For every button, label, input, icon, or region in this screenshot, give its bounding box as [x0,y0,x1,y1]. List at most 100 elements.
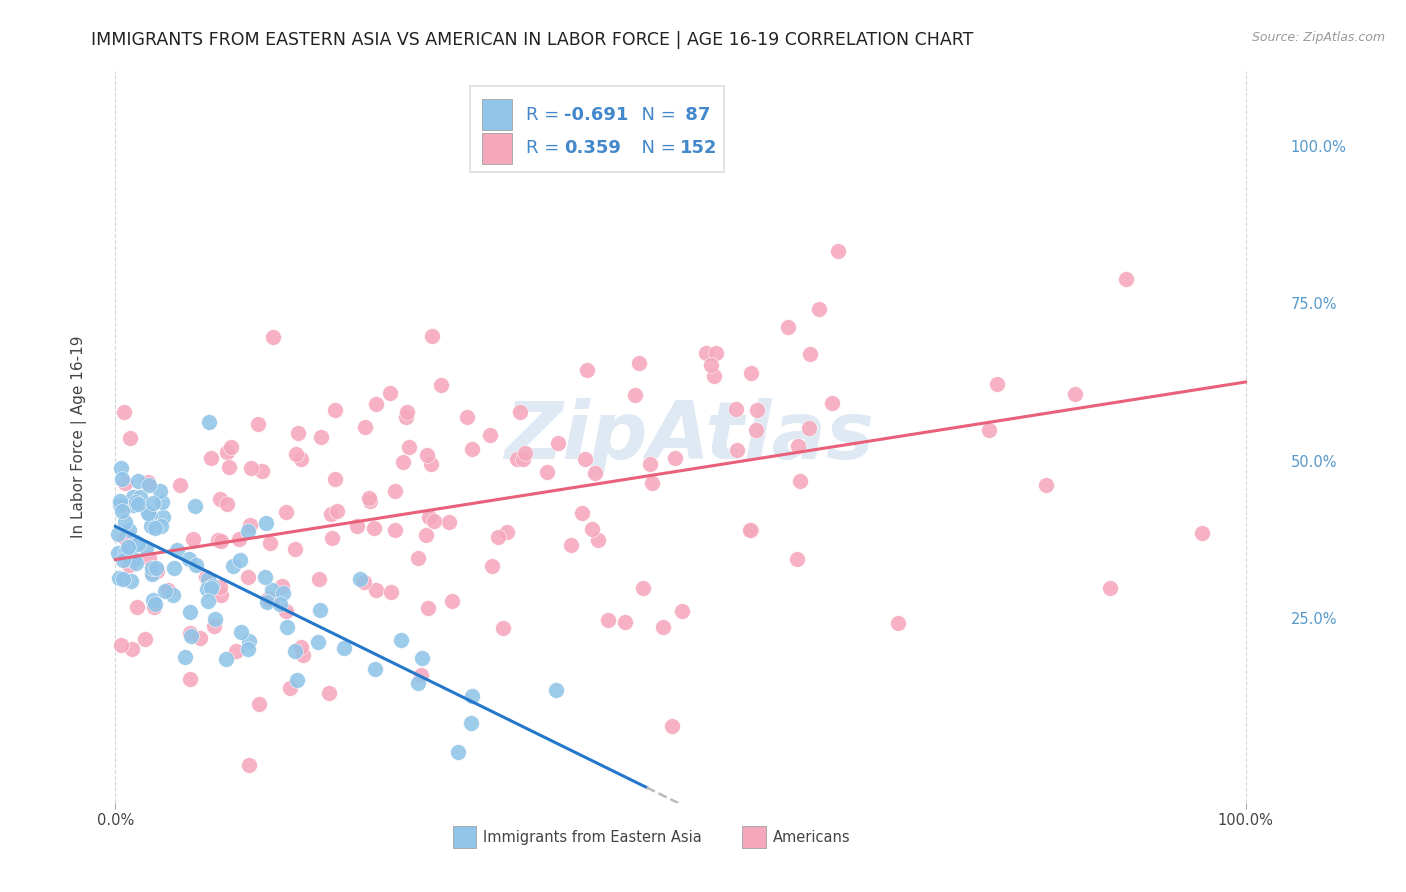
Point [481,558,503,573]
Point [142,496,165,510]
Point [121,498,143,512]
Point [827,244,849,258]
Point [125,535,148,549]
Point [415,528,437,542]
Point [747,403,769,417]
Point [209,534,232,549]
Point [346,518,368,533]
Point [745,423,768,437]
Point [704,345,727,359]
Point [418,510,440,524]
Point [285,447,308,461]
Point [384,484,406,499]
Point [505,451,527,466]
Point [188,631,211,645]
Point [363,662,385,676]
Bar [471,86,724,172]
Point [273,586,295,600]
Text: 25.0%: 25.0% [1291,613,1337,627]
Point [238,524,260,538]
Point [624,387,647,401]
Point [228,532,250,546]
Point [142,600,165,615]
Text: 87: 87 [679,105,711,123]
Point [252,464,274,478]
Point [291,648,314,662]
Point [278,681,301,695]
Point [276,620,298,634]
Point [181,532,204,546]
Point [789,474,811,488]
Point [156,583,179,598]
Point [141,567,163,582]
Point [389,632,412,647]
Point [179,672,201,686]
Point [1098,581,1121,595]
Point [194,570,217,584]
Point [141,566,163,580]
Point [218,459,240,474]
Point [138,550,160,565]
Point [724,402,747,417]
Point [380,585,402,599]
Point [128,490,150,504]
Point [290,640,312,654]
Point [353,420,375,434]
Point [110,638,132,652]
Point [257,592,280,607]
Point [325,503,347,517]
Point [150,494,173,508]
Point [112,572,135,586]
Point [118,558,141,573]
Point [120,553,142,567]
Point [152,510,174,524]
Point [333,641,356,656]
Point [598,613,620,627]
Point [259,536,281,550]
Point [174,650,197,665]
Point [197,572,219,586]
Point [184,558,207,572]
Point [323,402,346,417]
Point [406,551,429,566]
Point [269,597,291,611]
Point [121,490,143,504]
Point [640,475,662,490]
Point [357,491,380,506]
Point [321,531,343,545]
Bar [482,133,512,163]
Point [139,519,162,533]
Point [285,673,308,687]
Point [640,457,662,471]
Point [145,561,167,575]
Point [512,451,534,466]
Point [409,668,432,682]
Point [138,475,160,489]
Point [219,440,242,454]
Point [1191,525,1213,540]
Point [254,569,277,583]
Point [430,378,453,392]
Point [135,541,157,555]
Point [420,329,443,343]
Point [447,745,470,759]
Point [204,611,226,625]
Point [492,621,515,635]
Point [125,556,148,570]
Point [195,582,218,596]
Point [979,423,1001,437]
Point [571,506,593,520]
Point [363,521,385,535]
Point [112,552,135,566]
Point [200,450,222,465]
Point [536,465,558,479]
Point [221,558,243,573]
Point [238,758,260,772]
Point [138,477,160,491]
Point [353,574,375,589]
Point [146,564,169,578]
Point [614,615,637,630]
Point [145,597,167,611]
Point [155,584,177,599]
Point [284,541,307,556]
